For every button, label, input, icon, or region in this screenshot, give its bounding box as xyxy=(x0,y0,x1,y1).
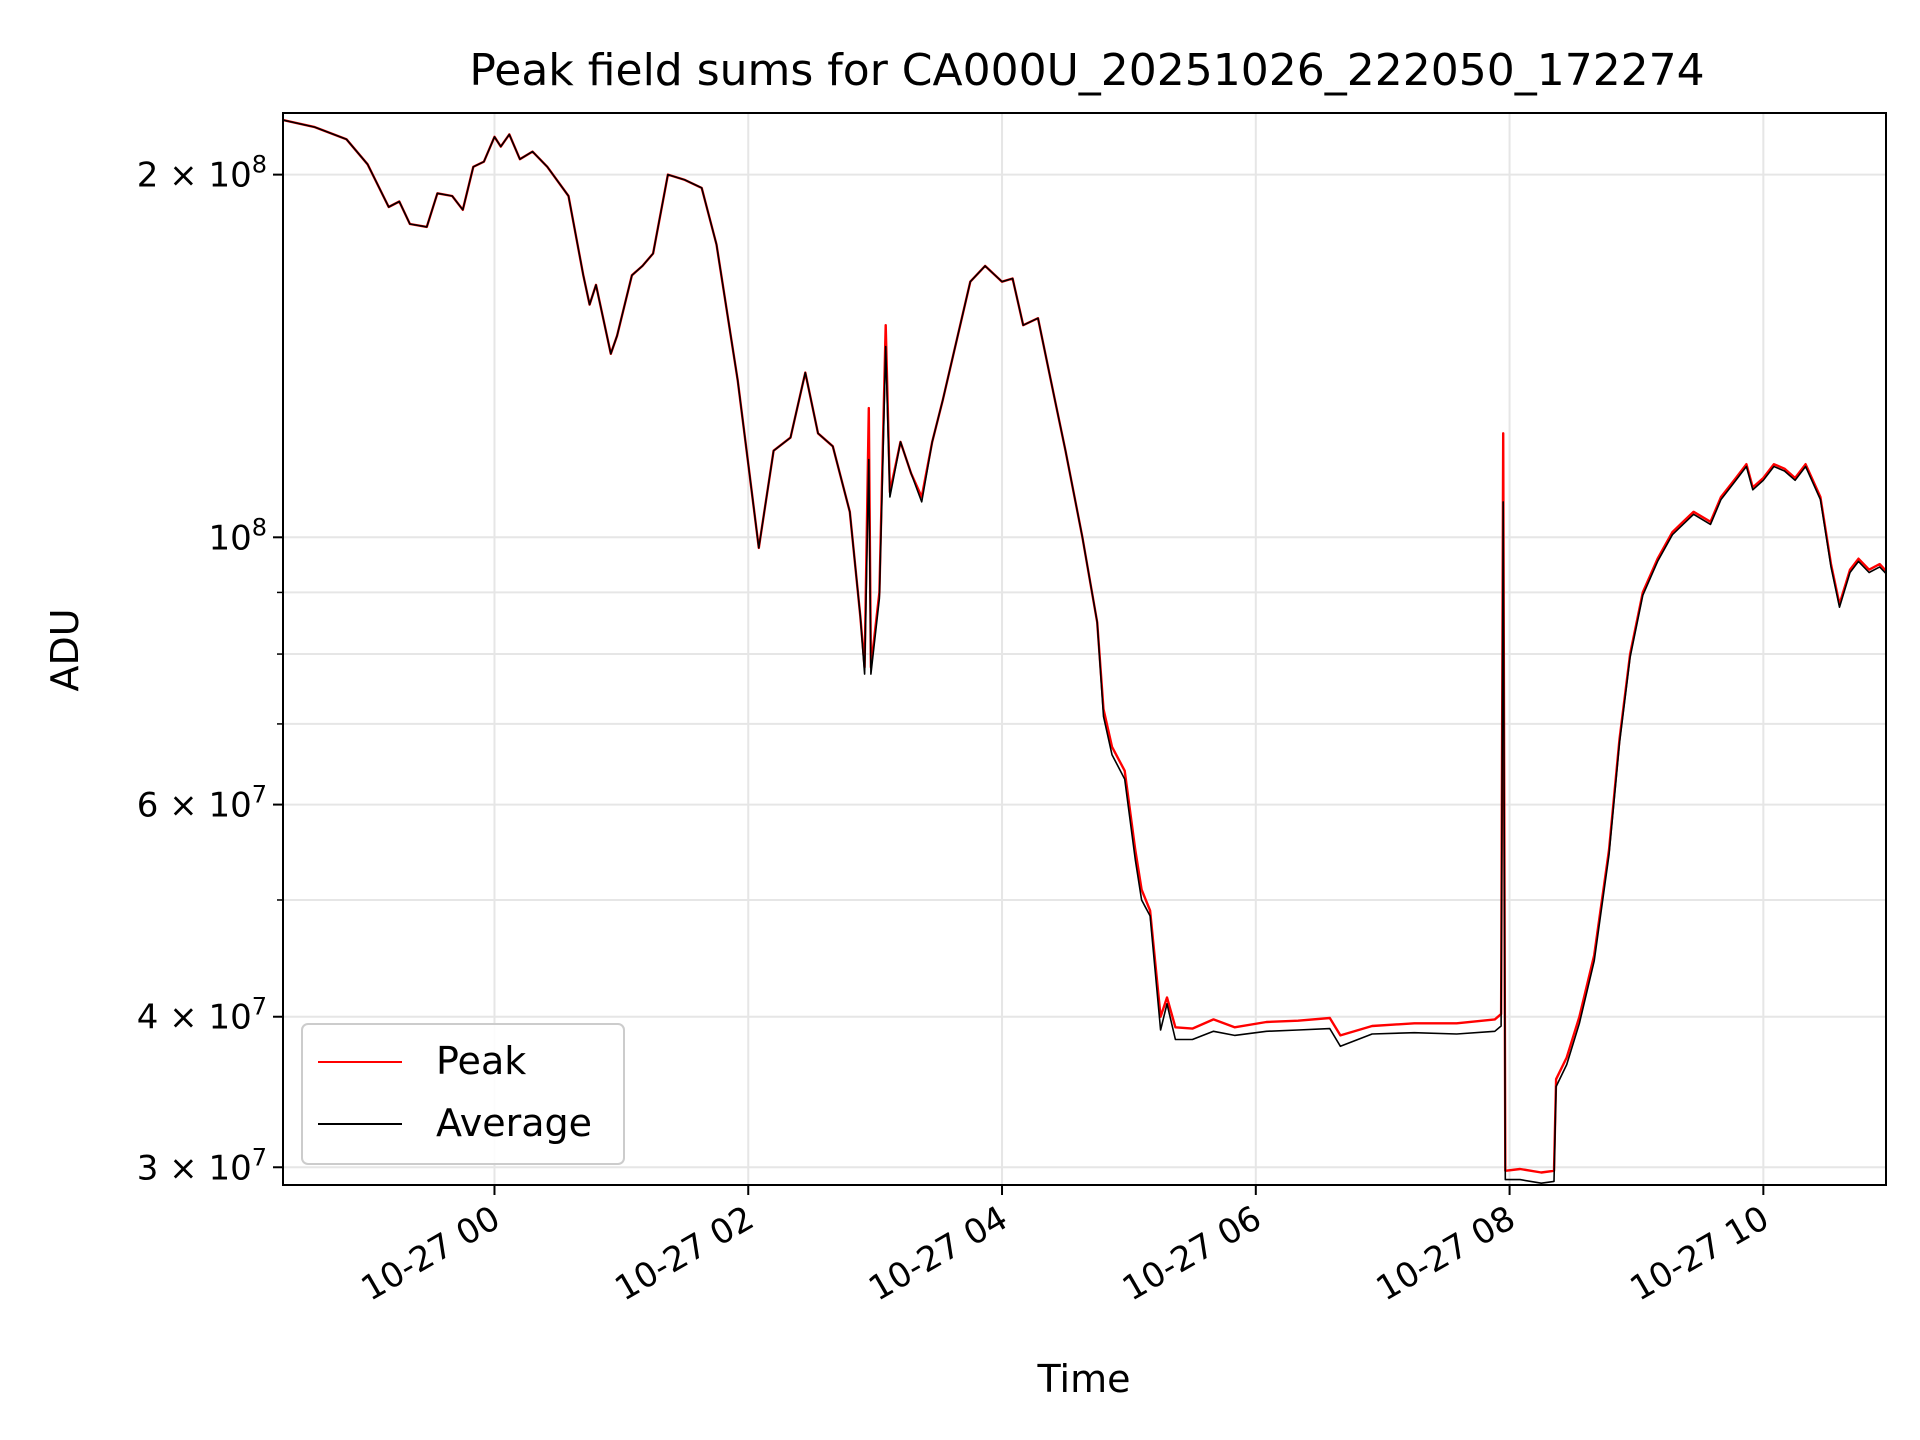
y-tick-base: 10 xyxy=(208,518,251,558)
y-tick-label: 6 × 107 xyxy=(137,781,267,826)
plot-frame xyxy=(282,112,1887,1186)
y-tick-base: 4 × 10 xyxy=(137,998,252,1038)
legend: Peak Average xyxy=(301,1023,625,1165)
y-axis-label: ADU xyxy=(43,608,87,691)
y-tick-base: 6 × 10 xyxy=(137,786,252,826)
y-tick-exponent: 7 xyxy=(252,1143,267,1171)
y-tick-label: 108 xyxy=(208,513,267,558)
series-line-average xyxy=(283,119,1886,1184)
grid xyxy=(283,113,1886,1185)
y-tick-exponent: 7 xyxy=(252,781,267,809)
y-tick-label: 3 × 107 xyxy=(137,1143,267,1188)
y-tick-exponent: 7 xyxy=(252,993,267,1021)
y-tick-label: 2 × 108 xyxy=(137,151,267,196)
y-tick-base: 2 × 10 xyxy=(137,156,252,196)
x-axis-label: Time xyxy=(1037,1357,1131,1401)
y-tick-base: 3 × 10 xyxy=(137,1148,252,1188)
y-tick-exponent: 8 xyxy=(252,151,267,179)
y-tick-label: 4 × 107 xyxy=(137,993,267,1038)
legend-label-peak: Peak xyxy=(436,1039,526,1083)
legend-box xyxy=(301,1023,625,1165)
legend-label-average: Average xyxy=(436,1101,592,1145)
y-tick-exponent: 8 xyxy=(252,513,267,541)
series-layer xyxy=(283,118,1886,1184)
chart-title: Peak field sums for CA000U_20251026_2220… xyxy=(469,45,1704,96)
